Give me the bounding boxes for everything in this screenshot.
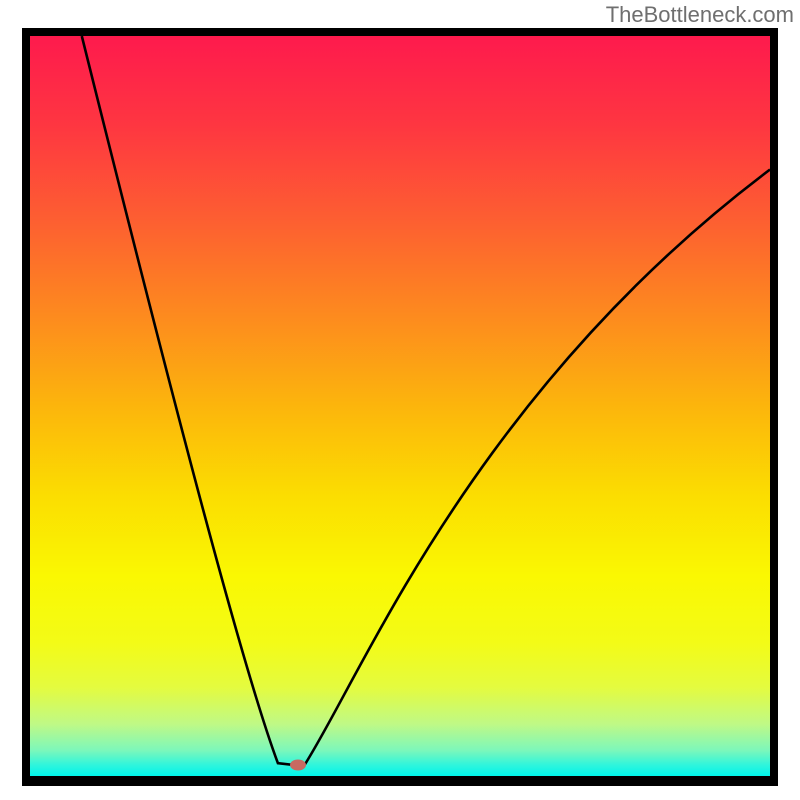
watermark-text: TheBottleneck.com bbox=[606, 2, 794, 28]
chart-frame bbox=[22, 28, 778, 786]
bottleneck-curve bbox=[30, 36, 770, 778]
optimal-point-marker bbox=[290, 759, 306, 770]
plot-area bbox=[30, 36, 770, 778]
